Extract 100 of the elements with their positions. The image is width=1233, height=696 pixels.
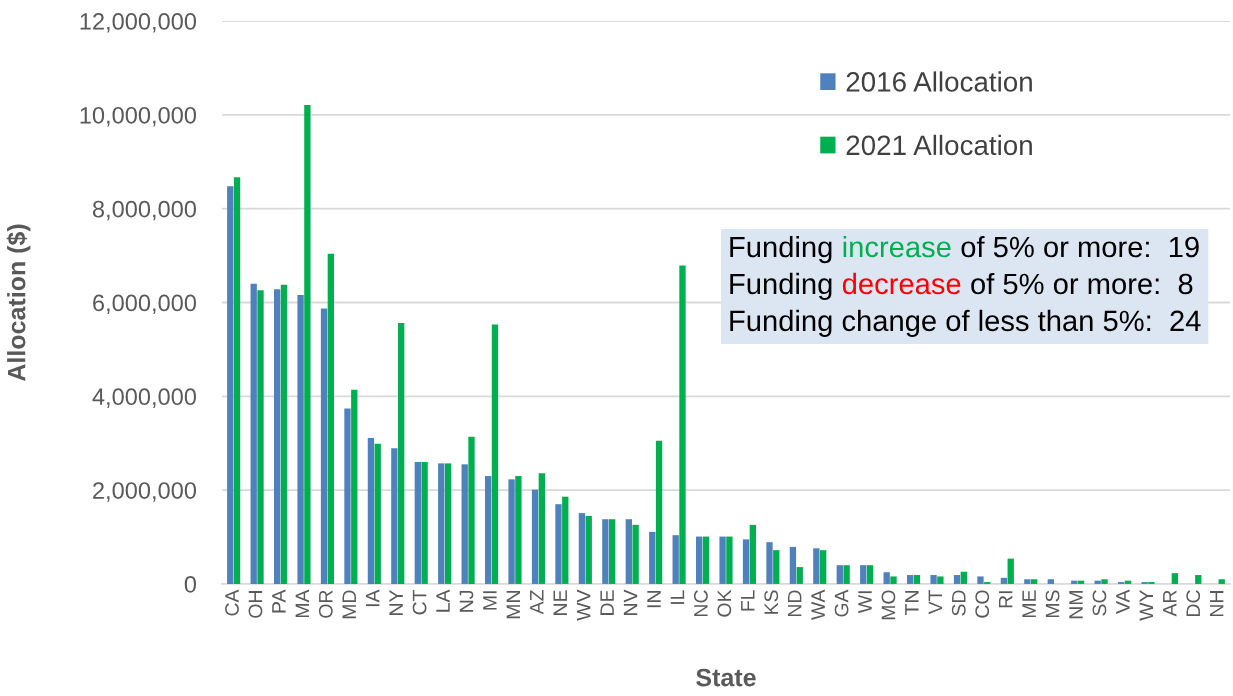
bar bbox=[555, 504, 562, 584]
x-tick-label: LA bbox=[436, 589, 450, 612]
bar bbox=[672, 535, 679, 584]
x-tick-label: RI bbox=[998, 591, 1013, 608]
bar bbox=[866, 565, 874, 584]
x-tick-label: MI bbox=[483, 591, 497, 610]
bar bbox=[749, 524, 756, 584]
bar bbox=[484, 476, 492, 584]
x-tick-label: CT bbox=[412, 589, 427, 615]
annotation: Funding increase of 5% or more: 19 bbox=[730, 235, 1199, 264]
bar bbox=[367, 438, 375, 584]
x-tick-label: CO bbox=[975, 590, 990, 618]
bar bbox=[906, 575, 914, 584]
x-tick-label: NY bbox=[389, 589, 403, 615]
x-tick-label: OK bbox=[717, 589, 732, 617]
x-tick-label: NE bbox=[553, 590, 567, 615]
x-tick-label: SC bbox=[1092, 590, 1107, 616]
x-tick-label: DE bbox=[600, 590, 614, 615]
x-tick-label: PA bbox=[272, 589, 286, 613]
bar bbox=[1218, 579, 1225, 584]
bar bbox=[609, 519, 616, 584]
x-tick-label: WI bbox=[858, 591, 872, 614]
bar bbox=[1024, 579, 1031, 584]
bar bbox=[374, 443, 381, 584]
bar bbox=[414, 461, 421, 584]
y-tick-label: 12,000,000 bbox=[80, 13, 197, 33]
x-tick-label: MO bbox=[881, 590, 896, 620]
annotation: Funding change of less than 5%: 24 bbox=[730, 309, 1201, 337]
bar bbox=[860, 565, 867, 584]
x-axis-title: State bbox=[696, 668, 756, 687]
bar bbox=[1000, 577, 1008, 584]
bar bbox=[391, 448, 398, 584]
bar bbox=[719, 536, 726, 584]
x-tick-label: MN bbox=[506, 591, 521, 619]
x-tick-label: TN bbox=[905, 591, 919, 615]
bar bbox=[468, 436, 475, 584]
bar bbox=[789, 546, 797, 584]
bar bbox=[1007, 558, 1014, 584]
bar bbox=[913, 575, 921, 584]
bar bbox=[726, 536, 733, 584]
bar bbox=[444, 463, 452, 584]
y-tick-label: 0 bbox=[184, 576, 197, 593]
x-tick-label: FL bbox=[741, 590, 755, 611]
bar bbox=[1047, 579, 1054, 584]
x-tick-label: AR bbox=[1163, 590, 1177, 617]
legend-label: 2016 Allocation bbox=[846, 71, 1032, 92]
x-tick-label: IA bbox=[365, 589, 380, 607]
bar bbox=[327, 253, 334, 584]
x-tick-label: IN bbox=[647, 591, 661, 608]
y-tick-label: 10,000,000 bbox=[80, 106, 197, 127]
bar bbox=[515, 476, 522, 584]
bar bbox=[227, 186, 234, 584]
x-tick-label: KS bbox=[764, 590, 779, 614]
y-tick-label: 4,000,000 bbox=[92, 388, 197, 408]
bar bbox=[320, 308, 328, 584]
bar bbox=[702, 536, 710, 584]
x-tick-label: OH bbox=[248, 591, 263, 618]
bar bbox=[625, 519, 632, 584]
bar bbox=[953, 575, 961, 584]
bar bbox=[836, 565, 843, 584]
legend-label: 2021 Allocation bbox=[846, 134, 1032, 156]
bar bbox=[930, 575, 937, 584]
x-tick-label: SD bbox=[951, 590, 966, 616]
bar bbox=[344, 408, 351, 584]
bar bbox=[538, 473, 545, 584]
bar bbox=[649, 531, 656, 584]
bar bbox=[1195, 575, 1202, 584]
bar bbox=[562, 496, 569, 584]
bar bbox=[766, 542, 773, 584]
x-tick-label: ND bbox=[787, 590, 802, 616]
x-tick-label: NV bbox=[623, 589, 638, 615]
bar bbox=[297, 294, 304, 584]
x-tick-label: WA bbox=[811, 589, 825, 621]
bar bbox=[977, 576, 984, 584]
bar bbox=[820, 550, 827, 584]
x-tick-label: NJ bbox=[459, 590, 474, 612]
x-tick-label: OR bbox=[318, 590, 333, 618]
x-tick-label: AZ bbox=[530, 590, 544, 615]
y-tick-label: 2,000,000 bbox=[93, 482, 197, 502]
bar bbox=[508, 479, 515, 584]
bar bbox=[890, 576, 897, 584]
x-tick-label: MA bbox=[295, 589, 310, 618]
x-tick-label: MS bbox=[1045, 590, 1060, 618]
x-tick-label: MD bbox=[342, 590, 356, 619]
bar bbox=[843, 565, 850, 584]
bar bbox=[585, 515, 592, 584]
bar bbox=[655, 440, 663, 584]
bar bbox=[937, 576, 944, 584]
bar bbox=[351, 389, 358, 584]
y-tick-label: 8,000,000 bbox=[92, 200, 197, 221]
bar bbox=[233, 177, 241, 584]
x-tick-label: CA bbox=[225, 589, 239, 616]
bar bbox=[491, 324, 499, 584]
bar bbox=[813, 548, 820, 584]
bar bbox=[960, 571, 967, 584]
bar bbox=[438, 463, 445, 584]
bar bbox=[421, 461, 428, 584]
annotation: Funding decrease of 5% or more: 8 bbox=[730, 272, 1193, 301]
bar bbox=[695, 536, 703, 584]
bar bbox=[883, 572, 890, 584]
